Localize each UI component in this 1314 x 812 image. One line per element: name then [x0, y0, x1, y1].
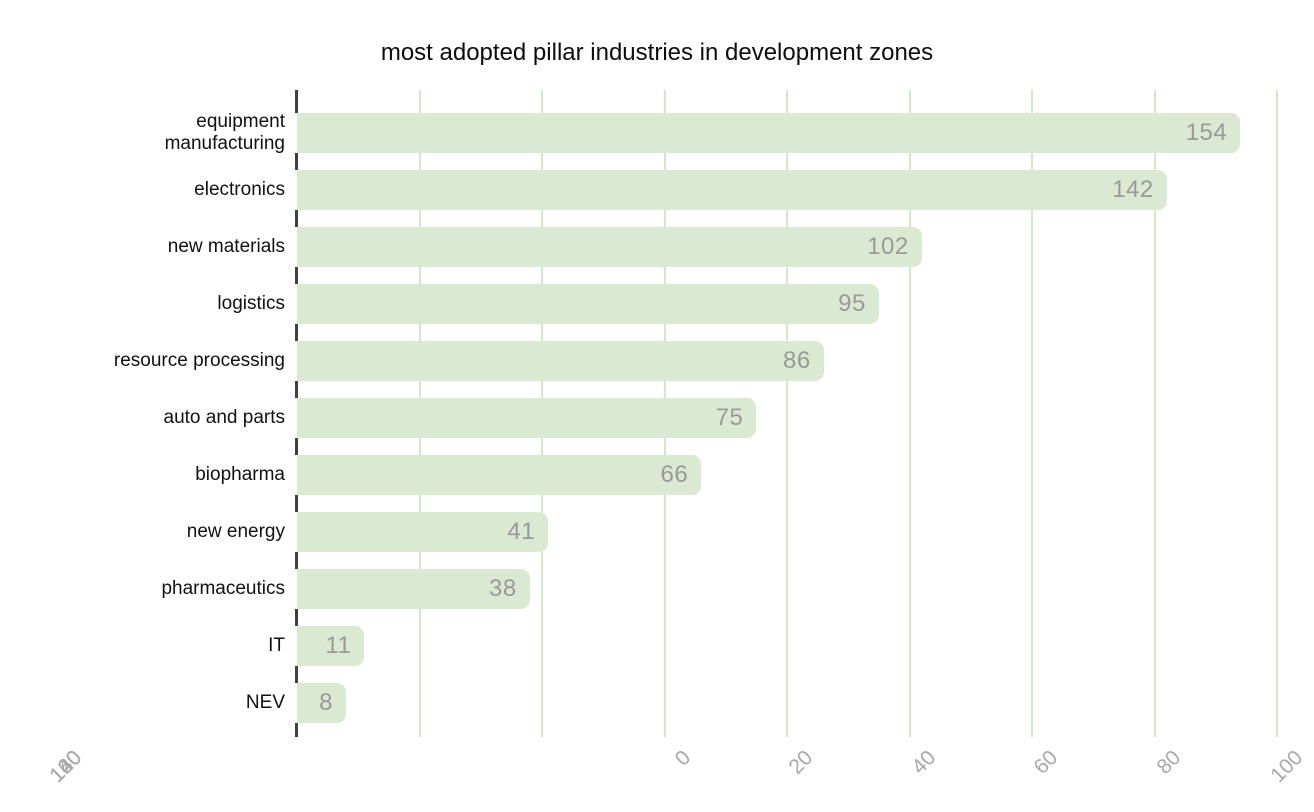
category-label: logistics: [217, 292, 285, 314]
gridline-160: [1276, 90, 1278, 737]
y-axis-tick: [295, 722, 298, 737]
bar-row: logistics 95: [0, 275, 1277, 332]
bar-row: biopharma 66: [0, 446, 1277, 503]
x-axis-label-20: 20: [784, 746, 818, 779]
category-label: IT: [268, 634, 285, 656]
bar-pharmaceutics[interactable]: 38: [297, 568, 530, 609]
category-label: new materials: [167, 235, 285, 257]
value-label: 41: [507, 517, 536, 545]
gridline-100: [908, 90, 911, 737]
value-label: 75: [715, 403, 744, 431]
y-axis-tick: [295, 608, 298, 626]
bar-row: NEV 8: [0, 674, 1277, 731]
value-label: 38: [489, 574, 517, 602]
value-label: 102: [867, 232, 909, 260]
y-axis-tick: [295, 494, 298, 512]
bar-row: new materials 102: [0, 218, 1277, 275]
y-axis-tick: [295, 323, 298, 341]
value-label: 11: [325, 631, 352, 659]
value-label: 142: [1112, 175, 1154, 203]
bar-rows: equipment manufacturing 154 electronics …: [0, 104, 1277, 731]
bar-track: 86: [297, 340, 1277, 381]
chart-title: most adopted pillar industries in develo…: [380, 39, 934, 66]
category-label: new energy: [186, 520, 285, 542]
value-label: 154: [1185, 118, 1228, 146]
value-label: 86: [783, 346, 811, 374]
y-axis-tick: [295, 152, 298, 170]
x-axis-label-100: 100: [1266, 746, 1308, 788]
x-axis-label-40: 40: [906, 746, 940, 779]
bar-logistics[interactable]: 95: [297, 283, 879, 324]
bar-resource-processing[interactable]: 86: [297, 340, 824, 381]
bar-track: 75: [297, 397, 1277, 438]
gridline-80: [786, 90, 788, 737]
y-axis-tick: [295, 437, 298, 455]
category-label: pharmaceutics: [161, 577, 285, 599]
y-axis-tick: [295, 209, 298, 227]
bar-track: 95: [297, 283, 1277, 324]
category-label: biopharma: [195, 463, 285, 485]
x-axis-label-80: 80: [1151, 746, 1185, 779]
gridline-120: [1031, 90, 1033, 737]
category-label: auto and parts: [163, 406, 285, 428]
bar-row: auto and parts 75: [0, 389, 1277, 446]
y-axis-tick: [295, 551, 298, 569]
bar-row: new energy 41: [0, 503, 1277, 560]
value-label: 8: [319, 688, 333, 716]
x-axis-label-160: 160: [45, 746, 87, 788]
bar-biopharma[interactable]: 66: [297, 454, 702, 495]
gridline-140: [1153, 90, 1156, 737]
bar-row: IT 11: [0, 617, 1277, 674]
bar-row: electronics 142: [0, 161, 1277, 218]
value-label: 66: [660, 460, 689, 488]
x-axis-label-60: 60: [1029, 746, 1063, 779]
category-label: NEV: [245, 691, 285, 713]
bar-track: 142: [297, 169, 1277, 210]
bar-track: 66: [297, 454, 1277, 495]
bar-row: resource processing 86: [0, 332, 1277, 389]
bar-new-materials[interactable]: 102: [297, 226, 922, 267]
bar-track: 102: [297, 226, 1277, 267]
y-axis-tick: [295, 90, 298, 113]
bar-nev[interactable]: 8: [297, 682, 346, 723]
bar-auto-and-parts[interactable]: 75: [297, 397, 757, 438]
y-axis-tick: [295, 266, 298, 284]
y-axis-tick: [295, 665, 298, 683]
bar-equipment-manufacturing[interactable]: 154: [297, 112, 1241, 153]
bar-row: pharmaceutics 38: [0, 560, 1277, 617]
category-label: resource processing: [113, 349, 285, 371]
value-label: 95: [838, 289, 866, 317]
x-axis-label-0: 0: [670, 746, 695, 771]
category-label: electronics: [194, 178, 285, 200]
bar-track: 41: [297, 511, 1277, 552]
bar-new-energy[interactable]: 41: [297, 511, 549, 552]
category-label: equipment manufacturing: [164, 110, 285, 154]
y-axis-tick: [295, 380, 298, 398]
bar-electronics[interactable]: 142: [297, 169, 1167, 210]
bar-it[interactable]: 11: [297, 625, 365, 666]
bar-track: 38: [297, 568, 1277, 609]
bar-track: 154: [297, 112, 1277, 153]
bar-track: 8: [297, 682, 1277, 723]
bar-row: equipment manufacturing 154: [0, 104, 1277, 161]
bar-track: 11: [297, 625, 1277, 666]
